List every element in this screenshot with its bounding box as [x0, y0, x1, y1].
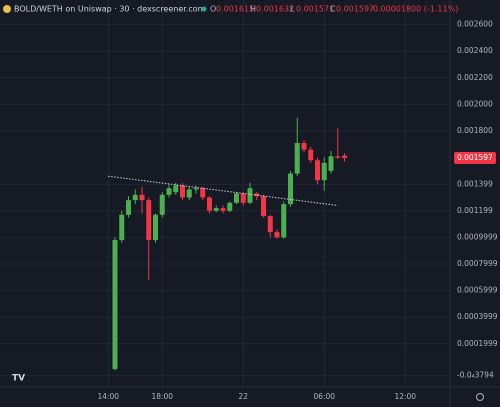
x-tick-label: 18:00	[151, 392, 173, 401]
x-tick-label: 22	[238, 392, 248, 401]
candle-body	[308, 149, 314, 161]
candle-body	[227, 202, 233, 211]
candle-body	[213, 208, 219, 211]
candle-body	[301, 142, 307, 150]
candle-body	[328, 156, 334, 171]
ohlc-label: C	[330, 5, 336, 14]
candle-body	[321, 162, 327, 181]
candle-body	[166, 188, 172, 195]
candle-body	[153, 214, 158, 241]
candle-body	[335, 156, 341, 158]
candle-body	[254, 193, 260, 197]
status-dot	[201, 6, 207, 12]
ohlc-value: 0.001571	[296, 5, 334, 14]
candle-body	[294, 142, 300, 174]
ohlc-change: -0.00001800 (-1.11%)	[370, 5, 458, 14]
chart-title: BOLD/WETH on Uniswap · 30 · dexscreener.…	[14, 5, 206, 14]
candle-body	[200, 188, 206, 198]
candle-body	[220, 208, 226, 211]
candle-body	[234, 193, 239, 203]
logo: TV	[12, 374, 25, 384]
trendline	[108, 175, 338, 206]
y-tick-label: 0.001399	[457, 179, 493, 188]
candle-body	[281, 204, 287, 238]
candle-body	[173, 185, 179, 193]
candle-body	[112, 240, 118, 370]
y-tick-label: 0.002600	[457, 20, 493, 29]
price-tag-label: 0.001597	[457, 153, 493, 162]
y-tick-label: 0.002200	[457, 73, 493, 82]
candle-body	[267, 216, 273, 233]
ohlc-label: L	[290, 5, 295, 14]
candle-body	[159, 194, 165, 215]
candle-body	[274, 232, 280, 238]
y-tick-label: 0.002400	[457, 46, 493, 55]
candle-body	[315, 160, 320, 181]
candle-body	[146, 200, 152, 241]
candle-body	[119, 214, 125, 241]
candle-body	[126, 200, 131, 215]
x-tick-label: 12:00	[394, 392, 416, 401]
ohlc-value: 0.001597	[336, 5, 374, 14]
x-tick-label: 06:00	[313, 392, 335, 401]
candle-body	[342, 155, 347, 158]
candle-body	[180, 185, 185, 198]
candle-body	[247, 188, 253, 203]
candle-body	[186, 189, 192, 198]
y-tick-label: 0.001199	[457, 206, 493, 215]
y-tick-label: 0.001800	[457, 126, 493, 135]
ohlc-label: H	[250, 5, 256, 14]
candle-body	[240, 193, 246, 203]
x-tick-label: 14:00	[97, 392, 119, 401]
price-tag	[454, 151, 496, 164]
ohlc-value: 0.001615	[216, 5, 254, 14]
y-tick-label: 0.0001999	[457, 339, 498, 348]
ohlc-value: 0.001632	[256, 5, 294, 14]
candle-body	[288, 173, 293, 205]
y-tick-label: 0.0003999	[457, 312, 498, 321]
settings-icon[interactable]	[476, 393, 484, 401]
y-tick-label: 0.0007999	[457, 259, 498, 268]
y-tick-label: 0.0009999	[457, 232, 498, 241]
candle-body	[139, 194, 145, 201]
ohlc-label: O	[210, 5, 216, 14]
y-tick-label: -0.0₄3794	[457, 370, 494, 379]
y-tick-label: 0.0005999	[457, 286, 498, 295]
candle-body	[193, 188, 199, 190]
candle-body	[261, 196, 266, 217]
token-icon	[3, 5, 11, 13]
candle-body	[132, 194, 138, 201]
candle-body	[207, 197, 212, 211]
y-tick-label: 0.002000	[457, 99, 493, 108]
